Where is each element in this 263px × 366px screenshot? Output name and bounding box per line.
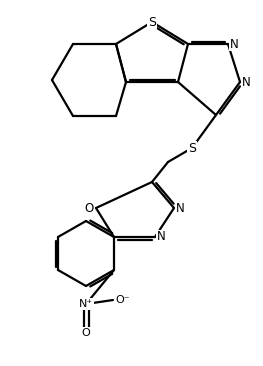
- Text: N: N: [242, 75, 251, 89]
- Text: N: N: [176, 202, 185, 214]
- Text: N: N: [230, 37, 239, 51]
- Text: O: O: [85, 202, 94, 214]
- Text: O⁻: O⁻: [115, 295, 130, 305]
- Text: N: N: [157, 231, 166, 243]
- Text: N⁺: N⁺: [79, 299, 93, 309]
- Text: S: S: [188, 142, 196, 154]
- Text: S: S: [148, 15, 156, 29]
- Text: O: O: [82, 328, 90, 338]
